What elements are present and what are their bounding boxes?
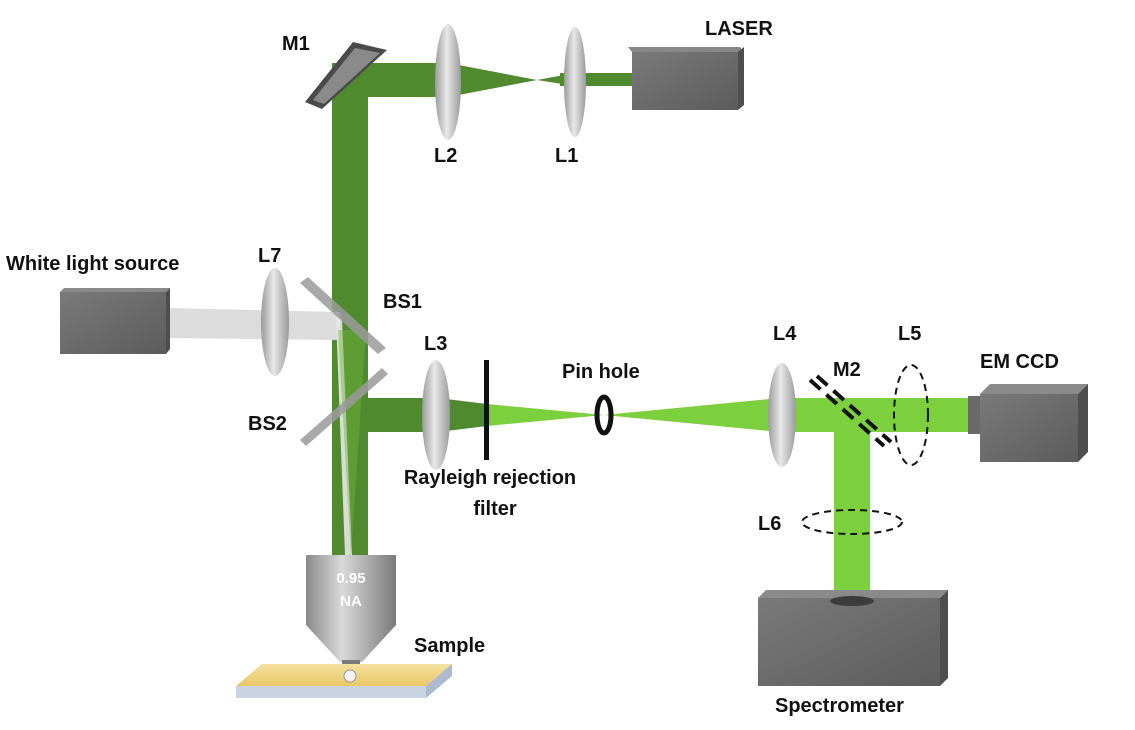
laser-expansion-beam [448, 63, 537, 97]
lens-l5 [893, 364, 929, 466]
white-light-source-device [60, 288, 170, 354]
objective-unit: NA [340, 593, 362, 610]
label-laser: LASER [705, 18, 773, 40]
label-spectrometer: Spectrometer [775, 695, 904, 717]
beam-splitter-bs2 [300, 368, 388, 446]
label-l6: L6 [758, 513, 781, 535]
lens-l1 [564, 27, 586, 137]
collected-beam-after-l3 [438, 398, 487, 432]
label-m2: M2 [833, 359, 861, 381]
label-sample: Sample [414, 635, 485, 657]
label-l2: L2 [434, 145, 457, 167]
objective-value: 0.95 [336, 570, 365, 587]
signal-beam-from-pinhole [604, 398, 780, 432]
label-l4: L4 [773, 323, 797, 345]
label-l1: L1 [555, 145, 578, 167]
lens-l4 [768, 363, 796, 467]
signal-beam-to-pinhole [487, 404, 604, 426]
label-em-ccd: EM CCD [980, 351, 1059, 373]
objective-lens [306, 555, 396, 666]
lens-l6 [801, 509, 903, 535]
label-rayleigh-line2: filter [473, 498, 517, 520]
sample-slide [236, 664, 452, 698]
label-l5: L5 [898, 323, 921, 345]
em-ccd-camera [968, 384, 1088, 462]
label-l3: L3 [424, 333, 447, 355]
beam-splitter-bs1 [300, 277, 386, 354]
label-m1: M1 [282, 33, 310, 55]
label-bs1: BS1 [383, 291, 422, 313]
lens-l2 [435, 24, 461, 140]
label-bs2: BS2 [248, 413, 287, 435]
laser-device [628, 47, 744, 110]
lens-l7 [261, 268, 289, 376]
spectrometer-device [758, 590, 948, 686]
white-light-beam [168, 308, 340, 340]
lens-l3 [422, 360, 450, 470]
signal-beam-to-ccd [780, 398, 975, 432]
mirror-m1 [305, 42, 387, 109]
label-white-light-source: White light source [6, 253, 179, 275]
white-light-cone [336, 318, 352, 555]
rayleigh-rejection-filter [484, 360, 489, 460]
signal-beam-to-spectrometer [834, 415, 870, 600]
pin-hole [594, 394, 614, 436]
flip-mirror-m2 [808, 374, 893, 448]
label-l7: L7 [258, 245, 281, 267]
laser-focus-cone [338, 330, 366, 556]
label-rayleigh-line1: Rayleigh rejection [404, 467, 576, 489]
label-pin-hole: Pin hole [562, 361, 640, 383]
